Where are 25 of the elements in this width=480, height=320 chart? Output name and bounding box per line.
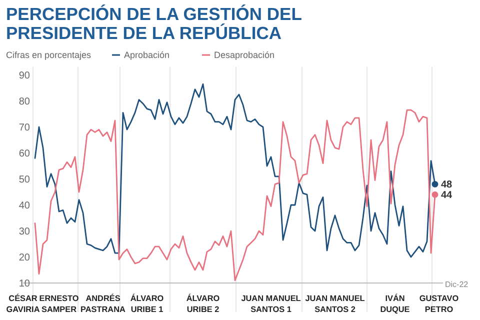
y-tick-label: 10 (18, 278, 30, 290)
text: Dic-22 (445, 280, 469, 289)
y-tick-label: 90 (18, 70, 30, 82)
x-tick-label: JUAN MANUEL SANTOS 1 (241, 294, 301, 314)
chart-subtitle: Cifras en porcentajes (6, 50, 92, 60)
y-tick-label: 20 (18, 252, 30, 264)
y-tick-label: 40 (18, 200, 30, 212)
x-tick-label: ÁLVARO URIBE 2 (186, 293, 220, 314)
x-tick-label: GUSTAVO PETRO (419, 294, 460, 314)
y-tick-label: 50 (18, 174, 30, 186)
legend-label: Aprobación (124, 50, 170, 60)
legend-label: Desaprobación (214, 50, 275, 60)
x-tick-label: IVÁN DUQUE (380, 293, 410, 314)
x-tick-label: ERNESTO SAMPER (39, 294, 80, 314)
x-tick-label: ANDRÉS PASTRANA (80, 293, 126, 314)
y-tick-label: 60 (18, 148, 30, 160)
data-label: 44 (441, 190, 453, 202)
x-tick-label: CÉSAR GAVIRIA (6, 293, 40, 314)
y-tick-label: 30 (18, 226, 30, 238)
y-tick-label: 80 (18, 96, 30, 108)
x-tick-label: JUAN MANUEL SANTOS 2 (305, 294, 365, 314)
chart-title: PERCEPCIÓN DE LA GESTIÓN DEL PRESIDENTE DE LA REPÚBLICA (6, 4, 302, 43)
data-label: 48 (441, 180, 453, 191)
x-tick-label: ÁLVARO URIBE 1 (130, 293, 164, 314)
y-tick-label: 70 (18, 122, 30, 134)
